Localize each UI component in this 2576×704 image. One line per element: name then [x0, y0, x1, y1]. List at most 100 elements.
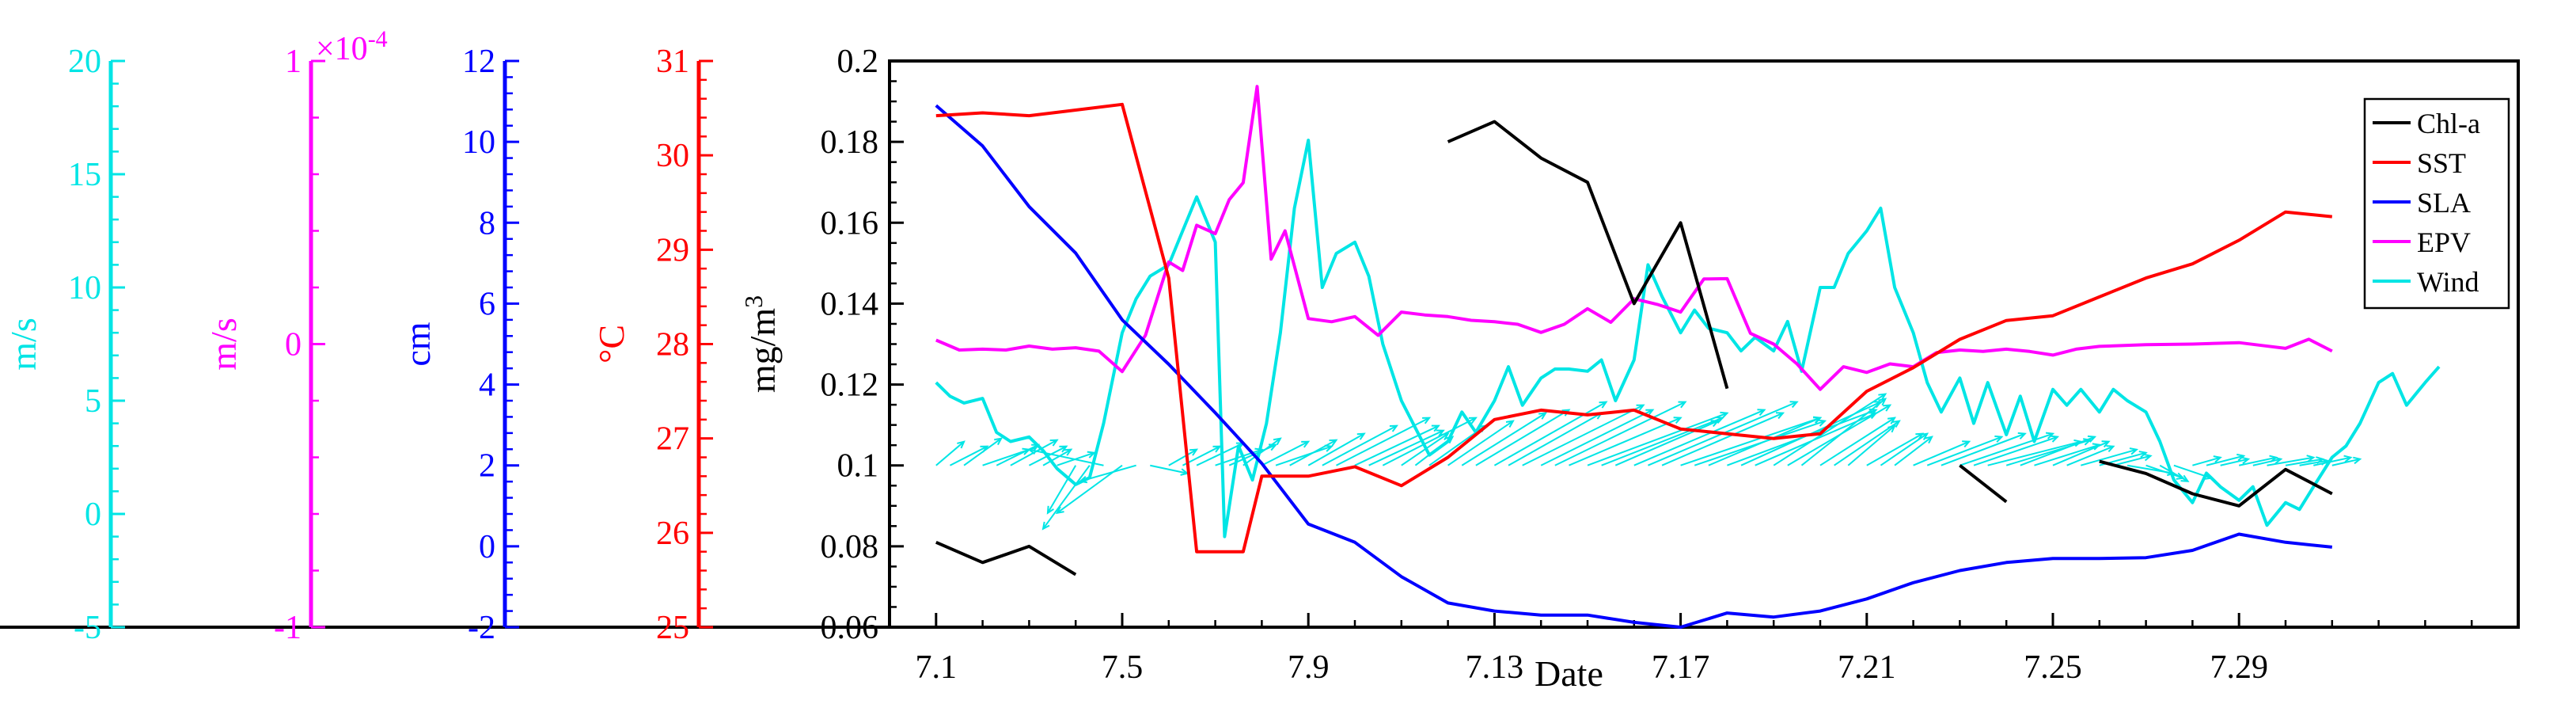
wind-vector [1987, 440, 2081, 466]
wind-vector [1880, 432, 1928, 466]
wind-vector-head [1720, 411, 1729, 419]
tick-label-chl: 0.1 [837, 448, 879, 485]
wind-vector [1508, 412, 1603, 466]
wind-vector-head [1812, 417, 1823, 424]
wind-vector [1042, 465, 1091, 530]
wind-vector-head [2082, 438, 2092, 446]
tick-label-sst: 25 [656, 610, 689, 646]
wind-vector-head [1757, 409, 1766, 417]
wind-vector [1047, 465, 1077, 514]
wind-vector-head [1878, 398, 1887, 406]
wind-vector-head [2050, 435, 2060, 443]
wind-vector-head [1087, 451, 1096, 459]
wind-vector-head [1789, 401, 1799, 409]
axis-epv: -1 0 1 m/s ×10-4 [203, 26, 388, 646]
wind-vector [1382, 417, 1477, 466]
wind-vector-head [1041, 521, 1050, 531]
series-line-segment [935, 540, 1077, 577]
wind-vector-head [1994, 435, 2004, 443]
series-line [935, 85, 2333, 391]
x-tick-label: 7.25 [2024, 649, 2082, 686]
wind-vector [1661, 412, 1784, 466]
wind-vector [982, 448, 1030, 466]
tick-label-chl: 0.2 [837, 44, 879, 80]
tick-label-sst: 31 [656, 44, 689, 80]
wind-vector [2081, 448, 2138, 466]
x-tick-label: 7.1 [916, 649, 958, 686]
axis-label-chl: mg/m3 [739, 295, 783, 393]
wind-vector [2267, 456, 2314, 466]
legend-label: Chl-a [2417, 108, 2480, 139]
wind-vector-head [1636, 404, 1645, 412]
series-wind [935, 139, 2441, 538]
wind-vector [1708, 417, 1821, 466]
tick-label-wind: 5 [85, 383, 101, 420]
wind-vector-head [1046, 505, 1054, 515]
tick-label-epv: 0 [285, 327, 302, 363]
wind-vector [1401, 432, 1449, 466]
series-sla [935, 104, 2333, 629]
wind-vector [2192, 456, 2221, 466]
axis-label-sla: cm [397, 322, 438, 366]
wind-vector-head [994, 437, 1003, 446]
wind-vector [1773, 393, 1886, 466]
tick-label-sla: 2 [479, 448, 495, 485]
wind-vector-head [1887, 417, 1897, 424]
wind-vector-head [1505, 420, 1515, 428]
wind-vector [1322, 424, 1398, 466]
wind-vector-head [957, 440, 966, 449]
wind-vector [2113, 455, 2151, 466]
wind-vector-head [2129, 447, 2139, 455]
wind-vector [1461, 412, 1546, 466]
wind-vector-head [1301, 440, 1311, 448]
legend-label: SST [2417, 147, 2466, 179]
series-line-segment [1447, 120, 1729, 390]
tick-label-chl: 0.06 [821, 610, 879, 646]
wind-vector-head [1673, 417, 1683, 424]
wind-vector [2159, 464, 2189, 482]
wind-vector [1569, 417, 1681, 466]
tick-label-sla: 12 [462, 44, 495, 80]
wind-vector-head [1431, 424, 1440, 432]
tick-label-sst: 30 [656, 138, 689, 174]
wind-vector-head [1710, 420, 1720, 428]
wind-vector [1540, 409, 1653, 466]
wind-vector [1447, 420, 1514, 466]
wind-vector-head [1962, 440, 1971, 448]
series-line-segment [1959, 464, 2008, 504]
tick-label-chl: 0.18 [821, 124, 879, 161]
wind-vector-head [2045, 432, 2055, 440]
wind-vector-head [2236, 453, 2246, 462]
wind-vector [2313, 456, 2351, 466]
wind-vector-head [1925, 436, 1933, 444]
wind-vector [1196, 442, 1244, 466]
wind-vector-head [2213, 455, 2222, 463]
wind-vector [1847, 424, 1895, 466]
wind-vector [2220, 458, 2249, 466]
plot-frame: 0.06 0.08 0.1 0.12 0.14 0.16 0.18 0.2 mg/m3 7.1 7.… [739, 44, 2520, 694]
wind-vector [1680, 417, 1821, 466]
wind-vector-head [1715, 416, 1724, 424]
tick-label-chl: 0.14 [821, 286, 879, 322]
tick-label-chl: 0.12 [821, 367, 879, 404]
wind-vector [1368, 429, 1444, 466]
wind-vector-head [2017, 432, 2027, 440]
series-line [935, 102, 2332, 554]
x-tick-label: 7.21 [1838, 649, 1896, 686]
tick-label-wind: 15 [68, 157, 101, 193]
wind-vector [2066, 445, 2114, 466]
tick-label-sst: 29 [656, 232, 689, 268]
wind-vector [1587, 412, 1728, 466]
wind-vector-head [1878, 393, 1887, 401]
tick-label-sla: 8 [479, 205, 495, 242]
wind-vector [1614, 420, 1719, 466]
axis-label-sst: °C [591, 325, 632, 363]
series-line [935, 139, 2441, 538]
legend-label: Wind [2417, 266, 2479, 298]
wind-vector-head [2106, 445, 2115, 453]
series-sst [935, 102, 2332, 554]
wind-vector-head [2138, 451, 2148, 459]
wind-vector [2238, 456, 2277, 466]
wind-vector [1275, 445, 1332, 466]
wind-vector-head [2274, 456, 2283, 465]
